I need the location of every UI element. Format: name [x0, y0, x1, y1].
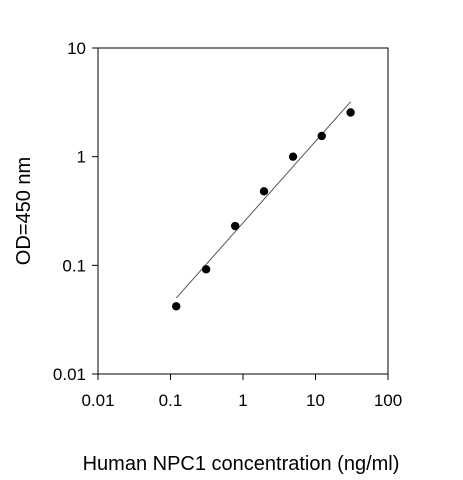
- x-axis-title: Human NPC1 concentration (ng/ml): [83, 453, 400, 475]
- y-axis: 0.01 0.1 1 10: [53, 39, 98, 384]
- data-points: [172, 108, 355, 311]
- y-tick-label: 1: [77, 148, 86, 167]
- x-tick-label: 0.1: [159, 391, 183, 410]
- data-point: [230, 221, 240, 231]
- data-point: [346, 108, 355, 117]
- x-tick-label: 1: [238, 391, 247, 410]
- x-tick-label: 10: [306, 391, 325, 410]
- y-tick-label: 0.1: [62, 256, 86, 275]
- y-tick-label: 10: [67, 39, 86, 58]
- plot-frame: [97, 47, 389, 375]
- data-point: [259, 187, 269, 196]
- x-axis: 0.01 0.1 1 10 100: [81, 374, 402, 410]
- data-point: [201, 265, 211, 274]
- data-point: [288, 152, 298, 161]
- data-point: [317, 131, 326, 141]
- y-axis-title: OD=450 nm: [13, 157, 35, 265]
- data-point: [172, 302, 181, 311]
- x-tick-label: 100: [374, 391, 402, 410]
- y-tick-label: 0.01: [53, 365, 86, 384]
- x-tick-label: 0.01: [81, 391, 114, 410]
